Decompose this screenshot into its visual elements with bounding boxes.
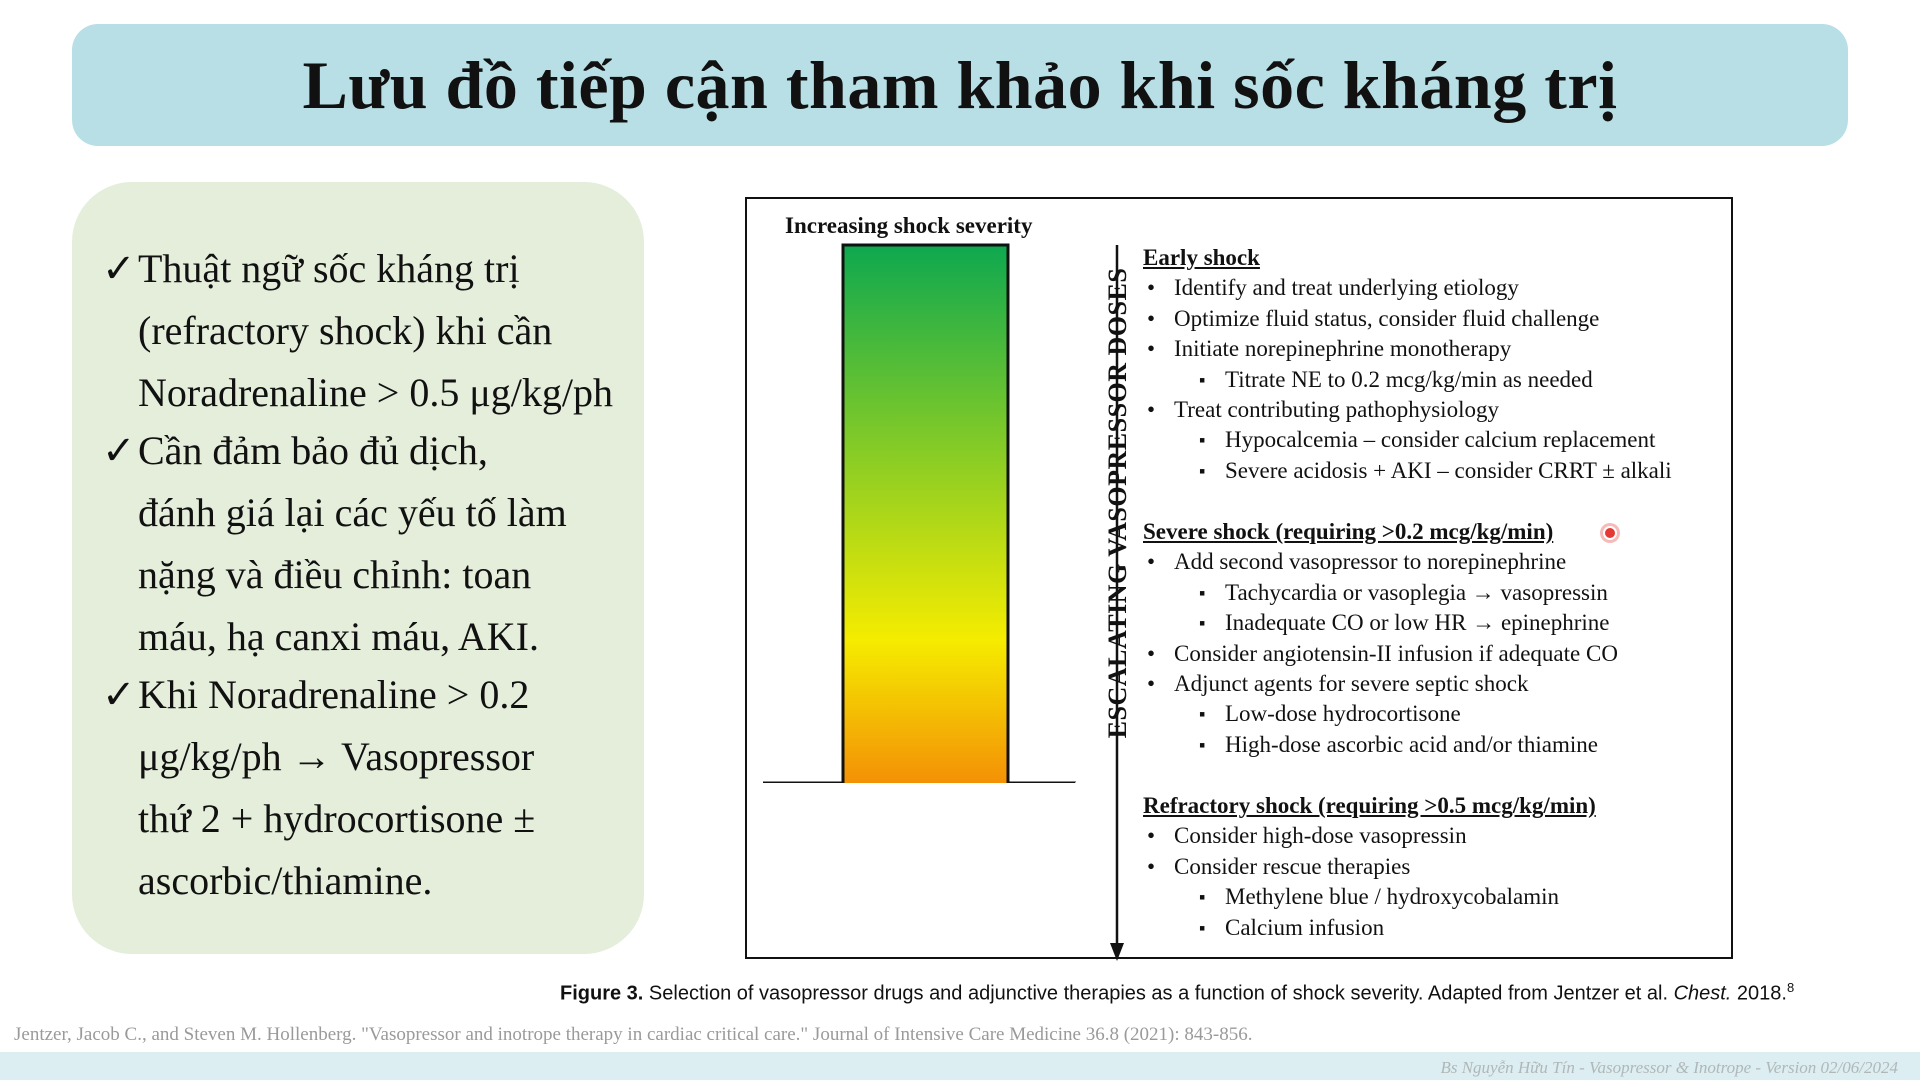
- bullet-line: máu, hạ canxi máu, AKI.: [138, 614, 539, 659]
- square-bullet-icon: ▪: [1199, 704, 1206, 725]
- square-bullet-icon: ▪: [1199, 613, 1206, 634]
- sub-bullet-item: ▪ Hypocalcemia – consider calcium replace…: [1143, 425, 1672, 455]
- round-bullet-icon: •: [1147, 397, 1156, 423]
- square-bullet-icon: ▪: [1199, 460, 1206, 481]
- checkmark-icon: ✓: [102, 428, 136, 473]
- item-text: Consider angiotensin-II infusion if adeq…: [1174, 640, 1618, 666]
- item-text: Tachycardia or vasoplegia → vasopressin: [1225, 579, 1608, 605]
- severity-label: Increasing shock severity: [785, 213, 1033, 238]
- reference-citation: Jentzer, Jacob C., and Steven M. Hollenb…: [14, 1024, 1253, 1045]
- bullet-item: • Consider rescue therapies: [1143, 852, 1596, 882]
- round-bullet-icon: •: [1147, 336, 1156, 362]
- square-bullet-icon: ▪: [1199, 369, 1206, 390]
- caption-ref-number: 8: [1786, 980, 1795, 995]
- severe-shock-section: Severe shock (requiring >0.2 mcg/kg/min)…: [1143, 517, 1618, 760]
- shock-severity-figure: Increasing shock severity ESCALATING VAS…: [745, 197, 1733, 961]
- bullet-line: Cần đảm bảo đủ dịch,: [138, 428, 488, 473]
- bullet-item: • Consider high-dose vasopressin: [1143, 821, 1596, 851]
- bullet-line: thứ 2 + hydrocortisone ±: [138, 796, 536, 841]
- summary-bullet-2: ✓ Cần đảm bảo đủ dịch, đánh giá lại các …: [102, 420, 567, 668]
- pointer-dot-icon: [1603, 526, 1617, 540]
- bullet-line: Thuật ngữ sốc kháng trị: [138, 246, 520, 291]
- sub-bullet-item: ▪ Calcium infusion: [1143, 913, 1596, 943]
- sub-bullet-item: ▪ Tachycardia or vasoplegia → vasopressin: [1143, 578, 1618, 608]
- item-text: Calcium infusion: [1225, 914, 1385, 940]
- summary-bullet-3: ✓ Khi Noradrenaline > 0.2 μg/kg/ph → Vas…: [102, 664, 535, 912]
- square-bullet-icon: ▪: [1199, 582, 1206, 603]
- bullet-item: • Adjunct agents for severe septic shock: [1143, 669, 1618, 699]
- item-text: High-dose ascorbic acid and/or thiamine: [1225, 731, 1598, 757]
- caption-year: 2018.: [1731, 982, 1787, 1005]
- item-text: Inadequate CO or low HR → epinephrine: [1225, 610, 1610, 636]
- item-text: Identify and treat underlying etiology: [1174, 275, 1519, 301]
- footer-bar: Bs Nguyễn Hữu Tín - Vasopressor & Inotro…: [0, 1052, 1920, 1080]
- bullet-item: • Treat contributing pathophysiology: [1143, 395, 1672, 425]
- section-heading: Refractory shock (requiring >0.5 mcg/kg/…: [1143, 793, 1596, 818]
- bullet-item: • Identify and treat underlying etiology: [1143, 273, 1672, 303]
- summary-panel: ✓ Thuật ngữ sốc kháng trị (refractory sh…: [72, 182, 644, 954]
- item-text: Consider rescue therapies: [1174, 853, 1411, 879]
- item-text: Hypocalcemia – consider calcium replacem…: [1225, 427, 1656, 453]
- round-bullet-icon: •: [1147, 305, 1156, 331]
- bullet-line: (refractory shock) khi cần: [138, 308, 553, 353]
- item-text: Severe acidosis + AKI – consider CRRT ± …: [1225, 457, 1672, 483]
- item-text: Consider high-dose vasopressin: [1174, 823, 1467, 849]
- checkmark-icon: ✓: [102, 672, 136, 717]
- bullet-line: ascorbic/thiamine.: [138, 858, 433, 903]
- item-text: Initiate norepinephrine monotherapy: [1174, 336, 1512, 362]
- arrow-shape: [763, 243, 1077, 783]
- square-bullet-icon: ▪: [1199, 734, 1206, 755]
- square-bullet-icon: ▪: [1199, 917, 1206, 938]
- bullet-line: đánh giá lại các yếu tố làm: [138, 490, 567, 535]
- item-text: Adjunct agents for severe septic shock: [1174, 671, 1529, 697]
- round-bullet-icon: •: [1147, 549, 1156, 575]
- sub-bullet-item: ▪ Methylene blue / hydroxycobalamin: [1143, 882, 1596, 912]
- sub-bullet-item: ▪ Inadequate CO or low HR → epinephrine: [1143, 608, 1618, 638]
- slide-title: Lưu đồ tiếp cận tham khảo khi sốc kháng …: [302, 46, 1618, 123]
- sub-bullet-item: ▪ Low-dose hydrocortisone: [1143, 699, 1618, 729]
- item-text: Optimize fluid status, consider fluid ch…: [1174, 305, 1600, 331]
- dose-axis-arrow: [1110, 245, 1124, 961]
- square-bullet-icon: ▪: [1199, 430, 1206, 451]
- item-text: Methylene blue / hydroxycobalamin: [1225, 884, 1560, 910]
- severity-gradient-arrow: [763, 243, 1077, 783]
- escalating-doses-label: ESCALATING VASOPRESSOR DOSES: [1103, 267, 1132, 739]
- early-shock-section: Early shock • Identify and treat underlyi…: [1143, 243, 1672, 486]
- section-heading: Early shock: [1143, 245, 1260, 270]
- round-bullet-icon: •: [1147, 640, 1156, 666]
- footer-text: Bs Nguyễn Hữu Tín - Vasopressor & Inotro…: [1440, 1058, 1898, 1077]
- caption-journal: Chest.: [1673, 982, 1732, 1005]
- item-text: Low-dose hydrocortisone: [1225, 701, 1461, 727]
- refractory-shock-section: Refractory shock (requiring >0.5 mcg/kg/…: [1143, 791, 1596, 943]
- sub-bullet-item: ▪ Titrate NE to 0.2 mcg/kg/min as needed: [1143, 365, 1672, 395]
- item-text: Treat contributing pathophysiology: [1174, 397, 1499, 423]
- bullet-line: Noradrenaline > 0.5 μg/kg/ph: [138, 370, 613, 415]
- round-bullet-icon: •: [1147, 671, 1156, 697]
- round-bullet-icon: •: [1147, 275, 1156, 301]
- round-bullet-icon: •: [1147, 853, 1156, 879]
- checkmark-icon: ✓: [102, 246, 136, 291]
- bullet-item: • Consider angiotensin-II infusion if ade…: [1143, 639, 1618, 669]
- figure-caption: Figure 3. Selection of vasopressor drugs…: [560, 980, 1794, 1006]
- sub-bullet-item: ▪ Severe acidosis + AKI – consider CRRT ±…: [1143, 456, 1672, 486]
- bullet-item: • Optimize fluid status, consider fluid c…: [1143, 304, 1672, 334]
- section-heading: Severe shock (requiring >0.2 mcg/kg/min): [1143, 519, 1554, 544]
- title-banner: Lưu đồ tiếp cận tham khảo khi sốc kháng …: [72, 24, 1848, 146]
- item-text: Add second vasopressor to norepinephrine: [1174, 549, 1567, 575]
- caption-text: Selection of vasopressor drugs and adjun…: [643, 982, 1674, 1005]
- bullet-item: • Initiate norepinephrine monotherapy: [1143, 334, 1672, 364]
- bullet-line: nặng và điều chỉnh: toan: [138, 552, 532, 597]
- round-bullet-icon: •: [1147, 823, 1156, 849]
- bullet-line: μg/kg/ph → Vasopressor: [138, 734, 535, 779]
- item-text: Titrate NE to 0.2 mcg/kg/min as needed: [1225, 366, 1593, 392]
- bullet-line: Khi Noradrenaline > 0.2: [138, 672, 530, 717]
- square-bullet-icon: ▪: [1199, 887, 1206, 908]
- caption-label: Figure 3.: [560, 982, 644, 1005]
- bullet-item: • Add second vasopressor to norepinephrin…: [1143, 547, 1618, 577]
- summary-bullet-1: ✓ Thuật ngữ sốc kháng trị (refractory sh…: [102, 238, 613, 424]
- sub-bullet-item: ▪ High-dose ascorbic acid and/or thiamine: [1143, 730, 1618, 760]
